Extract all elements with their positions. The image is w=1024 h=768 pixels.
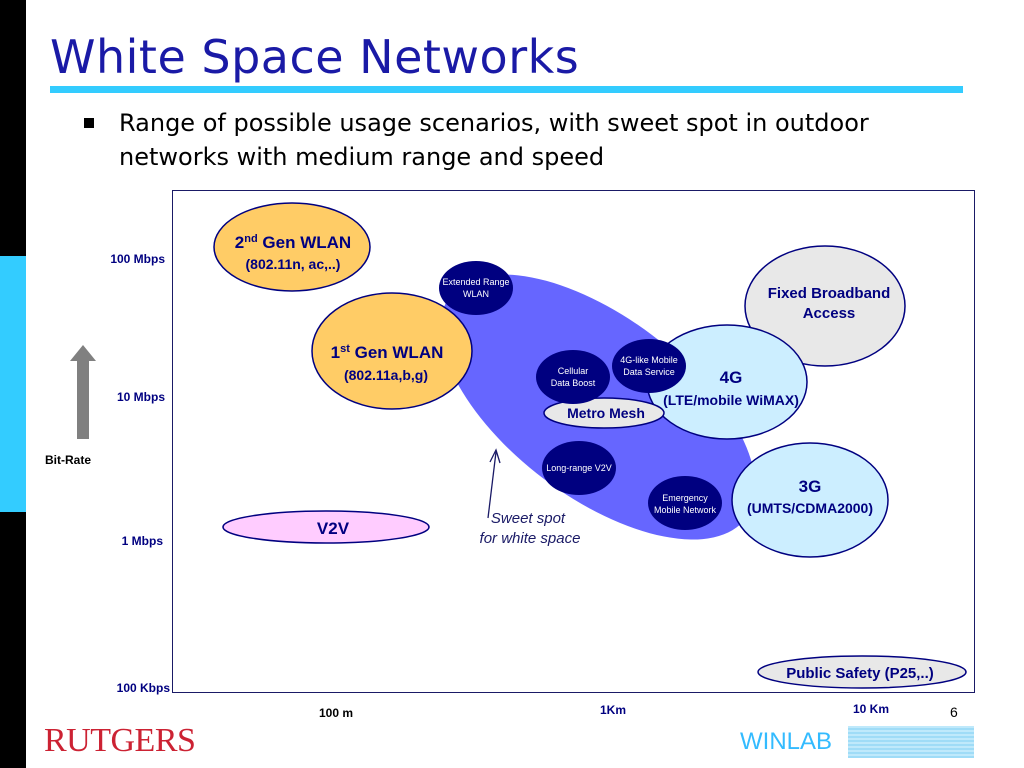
fixed-broadband-line2: Access (803, 305, 856, 322)
fixed-broadband-line1: Fixed Broadband (768, 285, 891, 302)
y-tick-10mbps: 10 Mbps (117, 390, 165, 404)
emergency-line2: Mobile Network (654, 505, 717, 515)
left-accent-highlight (0, 256, 26, 512)
winlab-logo-graphic (848, 726, 974, 758)
bubble-v2v: V2V (222, 510, 430, 544)
extended-range-line2: WLAN (463, 289, 489, 299)
metro-mesh-label: Metro Mesh (567, 405, 645, 421)
bubble-3g: 3G (UMTS/CDMA2000) (731, 442, 889, 558)
emergency-line1: Emergency (662, 493, 708, 503)
3g-standards: (UMTS/CDMA2000) (747, 500, 873, 516)
long-range-v2v-label: Long-range V2V (546, 463, 612, 473)
bubble-metro-mesh: Metro Mesh (543, 397, 665, 429)
wlan2-standards: (802.11n, ac,..) (246, 256, 341, 272)
mobile4g-line1: 4G-like Mobile (620, 355, 678, 365)
bubble-2nd-gen-wlan: 2nd Gen WLAN (802.11n, ac,..) (213, 202, 371, 292)
y-tick-100mbps: 100 Mbps (110, 252, 165, 266)
node-extended-range-wlan: Extended Range WLAN (439, 261, 513, 315)
cellular-line1: Cellular (558, 366, 589, 376)
bullet-text: Range of possible usage scenarios, with … (119, 109, 869, 171)
x-tick-10km: 10 Km (853, 702, 889, 716)
node-long-range-v2v: Long-range V2V (542, 441, 616, 495)
bubble-fixed-broadband: Fixed Broadband Access (744, 245, 906, 367)
3g-title: 3G (799, 477, 822, 496)
v2v-label: V2V (317, 519, 350, 538)
public-safety-label: Public Safety (P25,..) (786, 665, 934, 682)
bit-rate-arrow-icon (70, 345, 96, 444)
bubble-4g: 4G (LTE/mobile WiMAX) (646, 324, 808, 440)
winlab-logo-text: WINLAB (740, 728, 833, 755)
cellular-line2: Data Boost (551, 378, 596, 388)
rutgers-logo: RUTGERS (44, 722, 196, 759)
x-tick-100m: 100 m (319, 706, 353, 720)
wlan2-title: 2nd Gen WLAN (235, 233, 351, 252)
4g-title: 4G (720, 368, 743, 387)
bubble-public-safety: Public Safety (P25,..) (757, 655, 967, 689)
y-tick-1mbps: 1 Mbps (122, 534, 164, 548)
bubble-1st-gen-wlan: 1st Gen WLAN (802.11a,b,g) (311, 292, 473, 410)
4g-standards: (LTE/mobile WiMAX) (663, 392, 799, 408)
bullet-square-icon (84, 118, 94, 128)
wlan1-standards: (802.11a,b,g) (344, 367, 428, 383)
extended-range-line1: Extended Range (442, 277, 509, 287)
y-axis-label: Bit-Rate (45, 453, 92, 467)
y-tick-100kbps: 100 Kbps (117, 681, 171, 695)
node-emergency-mobile-network: Emergency Mobile Network (648, 476, 722, 530)
title-underline (50, 86, 963, 93)
diagram-frame (172, 190, 975, 693)
slide-title: White Space Networks (50, 30, 580, 84)
x-tick-1km: 1Km (600, 703, 626, 717)
node-4g-like-mobile: 4G-like Mobile Data Service (612, 339, 686, 393)
sweet-spot-annotation-line2: for white space (480, 530, 581, 547)
sweet-spot-annotation-line1: Sweet spot (491, 510, 566, 527)
wlan1-title: 1st Gen WLAN (331, 343, 444, 362)
slide-number: 6 (950, 704, 958, 720)
mobile4g-line2: Data Service (623, 367, 675, 377)
node-cellular-data-boost: Cellular Data Boost (536, 350, 610, 404)
sweet-spot-pointer (487, 448, 501, 519)
